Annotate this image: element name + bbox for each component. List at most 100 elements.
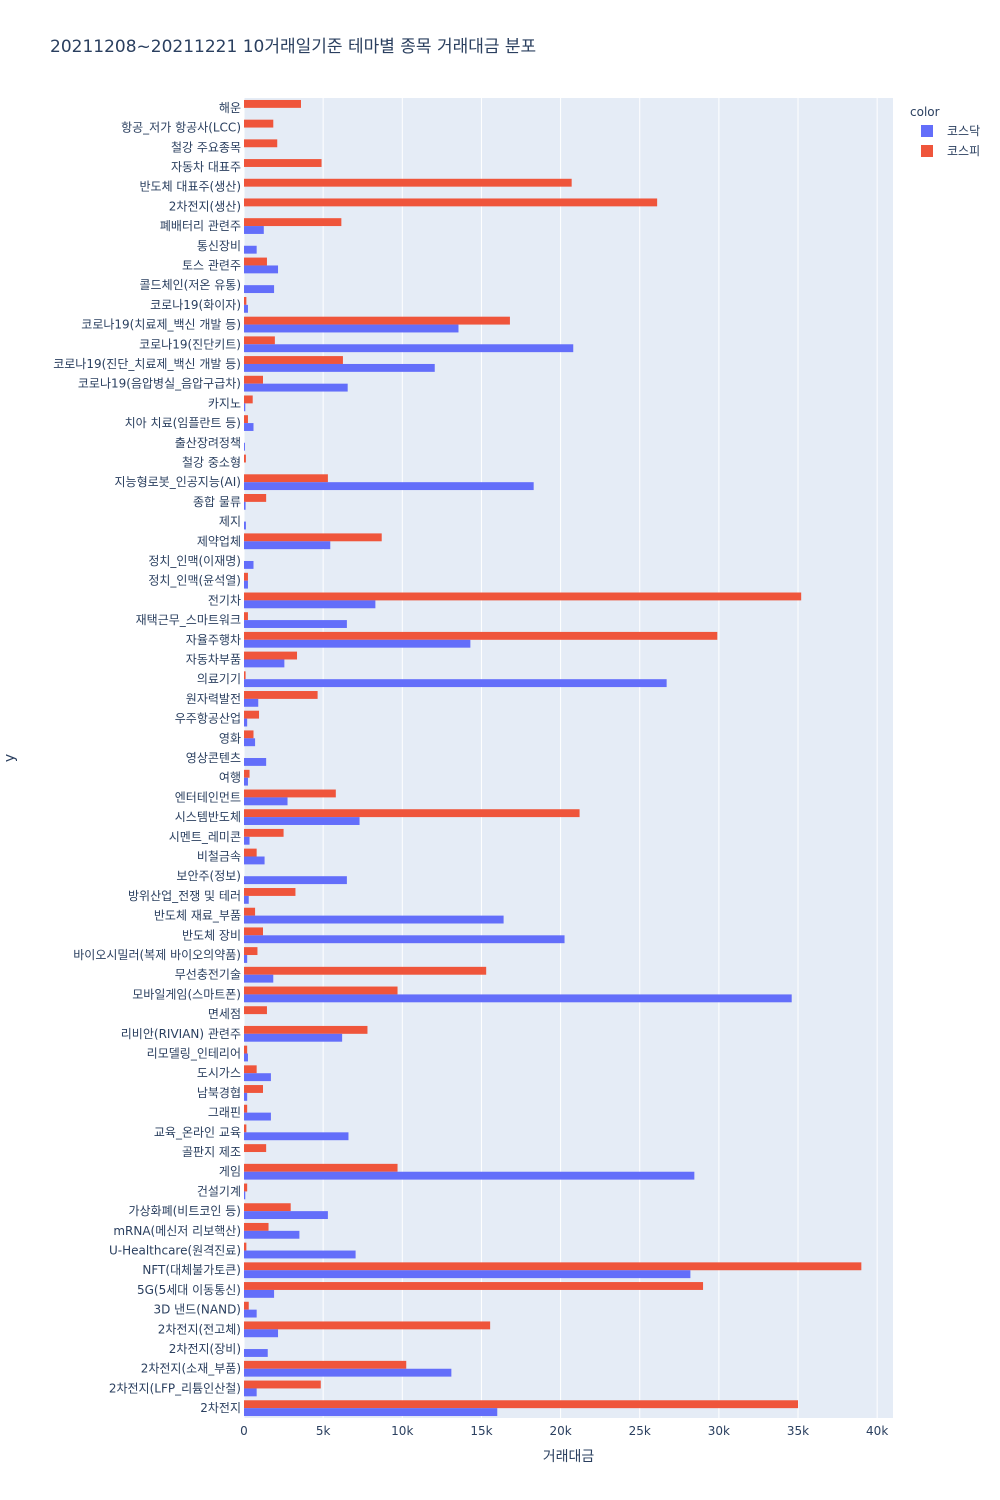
legend-swatch[interactable] <box>921 145 933 157</box>
bar-kosdaq[interactable] <box>244 1073 271 1082</box>
bar-kosdaq[interactable] <box>244 856 265 865</box>
bar-kospi[interactable] <box>244 828 284 837</box>
bar-kosdaq[interactable] <box>244 1230 300 1239</box>
bar-kospi[interactable] <box>244 1380 321 1389</box>
bar-kospi[interactable] <box>244 139 278 148</box>
bar-kosdaq[interactable] <box>244 245 257 254</box>
bar-kospi[interactable] <box>244 592 802 601</box>
bar-kospi[interactable] <box>244 907 256 916</box>
bar-kosdaq[interactable] <box>244 1092 248 1101</box>
bar-kosdaq[interactable] <box>244 1250 356 1259</box>
bar-kosdaq[interactable] <box>244 1053 248 1062</box>
bar-kospi[interactable] <box>244 1203 291 1212</box>
bar-kospi[interactable] <box>244 730 254 739</box>
bar-kosdaq[interactable] <box>244 482 534 491</box>
bar-kospi[interactable] <box>244 178 572 187</box>
bar-kospi[interactable] <box>244 1183 248 1192</box>
bar-kospi[interactable] <box>244 789 336 798</box>
bar-kospi[interactable] <box>244 927 263 936</box>
bar-kosdaq[interactable] <box>244 1408 498 1417</box>
bar-kospi[interactable] <box>244 1144 267 1153</box>
bar-kosdaq[interactable] <box>244 758 267 766</box>
bar-kosdaq[interactable] <box>244 1270 691 1279</box>
bar-kosdaq[interactable] <box>244 836 250 845</box>
bar-kospi[interactable] <box>244 1163 398 1172</box>
bar-kosdaq[interactable] <box>244 1349 268 1357</box>
bar-kospi[interactable] <box>244 356 343 364</box>
bar-kospi[interactable] <box>244 1222 269 1231</box>
bar-kospi[interactable] <box>244 572 248 581</box>
bar-kospi[interactable] <box>244 375 263 384</box>
bar-kosdaq[interactable] <box>244 580 248 589</box>
bar-kosdaq[interactable] <box>244 935 565 944</box>
bar-kospi[interactable] <box>244 1006 267 1015</box>
bar-kosdaq[interactable] <box>244 876 347 885</box>
bar-kosdaq[interactable] <box>244 994 792 1003</box>
bar-kosdaq[interactable] <box>244 344 574 353</box>
bar-kosdaq[interactable] <box>244 698 259 707</box>
bar-kosdaq[interactable] <box>244 1191 246 1200</box>
bar-kospi[interactable] <box>244 1282 704 1290</box>
bar-kospi[interactable] <box>244 986 398 995</box>
bar-kosdaq[interactable] <box>244 1132 349 1141</box>
bar-kospi[interactable] <box>244 1025 368 1034</box>
bar-kospi[interactable] <box>244 848 257 857</box>
bar-kosdaq[interactable] <box>244 521 246 530</box>
bar-kospi[interactable] <box>244 296 247 305</box>
bar-kosdaq[interactable] <box>244 974 274 983</box>
legend-label[interactable]: 코스피 <box>947 144 980 158</box>
bar-kospi[interactable] <box>244 1301 249 1310</box>
bar-kosdaq[interactable] <box>244 403 246 412</box>
bar-kosdaq[interactable] <box>244 1211 328 1220</box>
bar-kospi[interactable] <box>244 1262 862 1271</box>
bar-kosdaq[interactable] <box>244 1329 279 1338</box>
bar-kosdaq[interactable] <box>244 560 254 569</box>
bar-kospi[interactable] <box>244 671 246 680</box>
bar-kospi[interactable] <box>244 474 328 483</box>
bar-kospi[interactable] <box>244 1400 799 1409</box>
legend-swatch[interactable] <box>921 125 933 137</box>
bar-kospi[interactable] <box>244 316 510 325</box>
bar-kosdaq[interactable] <box>244 1112 271 1121</box>
bar-kospi[interactable] <box>244 966 487 975</box>
bar-kospi[interactable] <box>244 1124 247 1133</box>
bar-kospi[interactable] <box>244 533 382 542</box>
bar-kospi[interactable] <box>244 336 275 345</box>
bar-kosdaq[interactable] <box>244 265 279 274</box>
bar-kospi[interactable] <box>244 1085 263 1093</box>
bar-kospi[interactable] <box>244 612 248 621</box>
bar-kospi[interactable] <box>244 1104 248 1113</box>
bar-kospi[interactable] <box>244 415 248 424</box>
bar-kospi[interactable] <box>244 1360 407 1369</box>
bar-kosdaq[interactable] <box>244 501 246 510</box>
bar-kospi[interactable] <box>244 1321 491 1330</box>
bar-kosdaq[interactable] <box>244 1309 257 1318</box>
bar-kosdaq[interactable] <box>244 442 245 451</box>
bar-kosdaq[interactable] <box>244 1171 695 1180</box>
bar-kospi[interactable] <box>244 198 658 207</box>
bar-kosdaq[interactable] <box>244 600 376 609</box>
bar-kosdaq[interactable] <box>244 817 360 825</box>
bar-kosdaq[interactable] <box>244 226 264 234</box>
bar-kosdaq[interactable] <box>244 1388 257 1397</box>
bar-kosdaq[interactable] <box>244 639 471 648</box>
bar-kosdaq[interactable] <box>244 423 254 431</box>
bar-kosdaq[interactable] <box>244 895 249 904</box>
bar-kospi[interactable] <box>244 119 274 128</box>
legend-label[interactable]: 코스닥 <box>947 124 980 138</box>
bar-kospi[interactable] <box>244 888 296 896</box>
bar-kospi[interactable] <box>244 1045 248 1054</box>
bar-kospi[interactable] <box>244 769 250 778</box>
bar-kospi[interactable] <box>244 159 322 167</box>
bar-kosdaq[interactable] <box>244 324 459 333</box>
bar-kosdaq[interactable] <box>244 738 256 747</box>
bar-kospi[interactable] <box>244 651 298 660</box>
bar-kospi[interactable] <box>244 947 258 956</box>
bar-kosdaq[interactable] <box>244 363 435 372</box>
bar-kosdaq[interactable] <box>244 955 248 963</box>
bar-kospi[interactable] <box>244 1242 247 1251</box>
bar-kosdaq[interactable] <box>244 1368 452 1377</box>
bar-kospi[interactable] <box>244 99 301 108</box>
bar-kosdaq[interactable] <box>244 1033 343 1042</box>
bar-kosdaq[interactable] <box>244 304 248 313</box>
